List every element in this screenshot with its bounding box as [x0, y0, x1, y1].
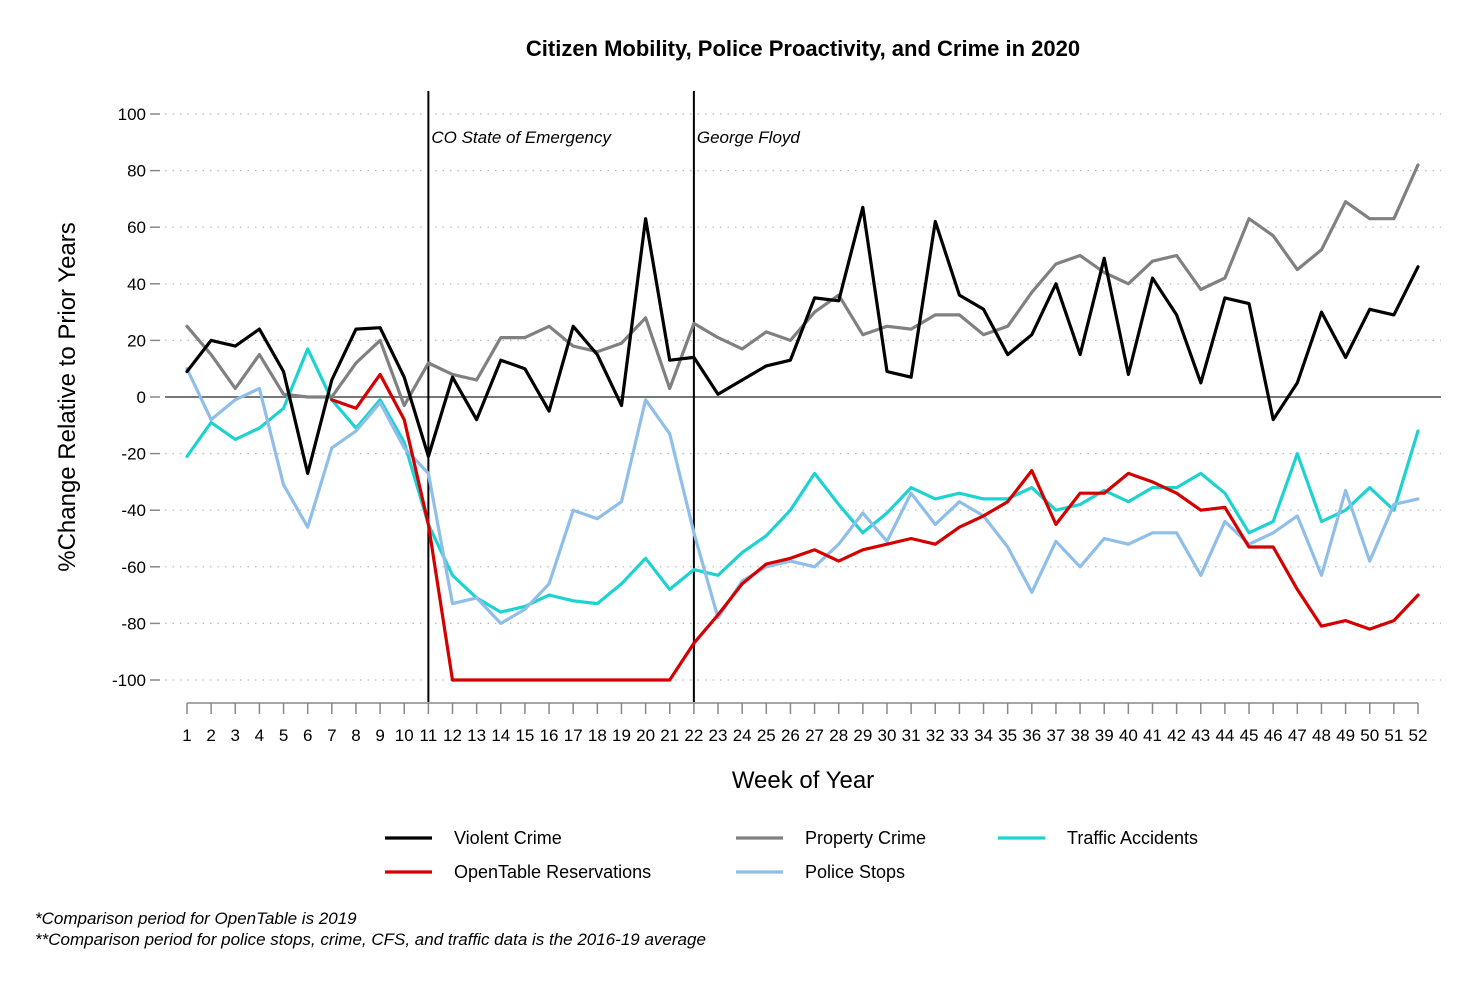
- x-tick-label: 5: [279, 726, 288, 745]
- x-tick-label: 4: [255, 726, 264, 745]
- x-axis-title: Week of Year: [732, 767, 874, 794]
- x-tick-label: 40: [1119, 726, 1138, 745]
- x-tick-label: 8: [351, 726, 360, 745]
- footnote-2: **Comparison period for police stops, cr…: [35, 930, 706, 949]
- chart-title: Citizen Mobility, Police Proactivity, an…: [526, 36, 1080, 61]
- series-line-traffic-accidents: [185, 347, 1420, 614]
- x-tick-label: 42: [1167, 726, 1186, 745]
- x-tick-label: 27: [805, 726, 824, 745]
- x-tick-label: 37: [1046, 726, 1065, 745]
- x-tick-label: 36: [1022, 726, 1041, 745]
- y-axis-ticks: -100 -80 -60 -40 -20 0 20 40 60 80 100: [112, 105, 160, 690]
- x-tick-label: 45: [1240, 726, 1259, 745]
- x-tick-label: 26: [781, 726, 800, 745]
- y-tick-label: -40: [121, 501, 146, 520]
- x-tick-label: 24: [733, 726, 752, 745]
- y-tick-label: 20: [127, 331, 146, 350]
- x-tick-label: 22: [684, 726, 703, 745]
- x-tick-label: 1: [182, 726, 191, 745]
- x-tick-label: 44: [1215, 726, 1234, 745]
- event-label: George Floyd: [697, 128, 801, 147]
- legend-label-opentable-reservations: OpenTable Reservations: [454, 862, 651, 882]
- x-tick-label: 49: [1336, 726, 1355, 745]
- x-tick-label: 16: [540, 726, 559, 745]
- event-label: CO State of Emergency: [431, 128, 612, 147]
- gridlines: [165, 113, 1441, 681]
- x-tick-label: 15: [515, 726, 534, 745]
- x-tick-label: 13: [467, 726, 486, 745]
- y-axis-title: %Change Relative to Prior Years: [54, 222, 81, 572]
- x-tick-label: 29: [853, 726, 872, 745]
- legend-label-traffic-accidents: Traffic Accidents: [1067, 828, 1198, 848]
- x-tick-label: 7: [327, 726, 336, 745]
- x-tick-label: 38: [1071, 726, 1090, 745]
- x-tick-label: 25: [757, 726, 776, 745]
- x-tick-label: 52: [1409, 726, 1428, 745]
- x-tick-label: 17: [564, 726, 583, 745]
- series-line-property-crime: [185, 163, 1420, 408]
- x-tick-label: 23: [709, 726, 728, 745]
- x-tick-label: 14: [491, 726, 510, 745]
- legend-label-police-stops: Police Stops: [805, 862, 905, 882]
- y-tick-label: -20: [121, 445, 146, 464]
- y-tick-label: 40: [127, 275, 146, 294]
- x-tick-label: 6: [303, 726, 312, 745]
- y-tick-label: -60: [121, 558, 146, 577]
- x-tick-label: 21: [660, 726, 679, 745]
- y-tick-label: -100: [112, 671, 146, 690]
- x-tick-label: 20: [636, 726, 655, 745]
- x-tick-label: 51: [1384, 726, 1403, 745]
- x-tick-label: 35: [998, 726, 1017, 745]
- x-tick-label: 12: [443, 726, 462, 745]
- series-line-police-stops: [185, 367, 1420, 625]
- x-tick-label: 9: [375, 726, 384, 745]
- x-tick-label: 48: [1312, 726, 1331, 745]
- x-tick-label: 33: [950, 726, 969, 745]
- event-markers: CO State of Emergency George Floyd: [427, 91, 801, 702]
- x-tick-label: 10: [395, 726, 414, 745]
- x-tick-label: 43: [1191, 726, 1210, 745]
- x-tick-label: 2: [206, 726, 215, 745]
- x-tick-label: 3: [231, 726, 240, 745]
- x-tick-label: 32: [926, 726, 945, 745]
- x-tick-label: 30: [878, 726, 897, 745]
- x-tick-label: 41: [1143, 726, 1162, 745]
- x-tick-label: 18: [588, 726, 607, 745]
- x-tick-label: 39: [1095, 726, 1114, 745]
- y-tick-label: 100: [118, 105, 146, 124]
- legend-label-violent-crime: Violent Crime: [454, 828, 562, 848]
- series-line-opentable-reservations: [330, 372, 1420, 682]
- y-tick-label: 0: [137, 388, 146, 407]
- x-tick-label: 46: [1264, 726, 1283, 745]
- x-tick-label: 19: [612, 726, 631, 745]
- legend: Violent Crime Property Crime Traffic Accid…: [385, 828, 1198, 882]
- series-lines: [185, 163, 1420, 682]
- x-tick-label: 50: [1360, 726, 1379, 745]
- x-tick-label: 28: [829, 726, 848, 745]
- x-tick-label: 11: [420, 726, 438, 745]
- x-tick-label: 34: [974, 726, 993, 745]
- y-tick-label: 80: [127, 162, 146, 181]
- x-tick-label: 47: [1288, 726, 1307, 745]
- x-tick-label: 31: [902, 726, 921, 745]
- footnote-1: *Comparison period for OpenTable is 2019: [35, 909, 357, 928]
- legend-label-property-crime: Property Crime: [805, 828, 926, 848]
- series-line-violent-crime: [185, 205, 1420, 475]
- x-axis-ticks: 1 2 3 4 5 6 7 8 9 10 11 12 13 14 15 16 17 18 19 20 21 22 23 24 2…: [182, 702, 1428, 745]
- y-tick-label: -80: [121, 614, 146, 633]
- y-tick-label: 60: [127, 218, 146, 237]
